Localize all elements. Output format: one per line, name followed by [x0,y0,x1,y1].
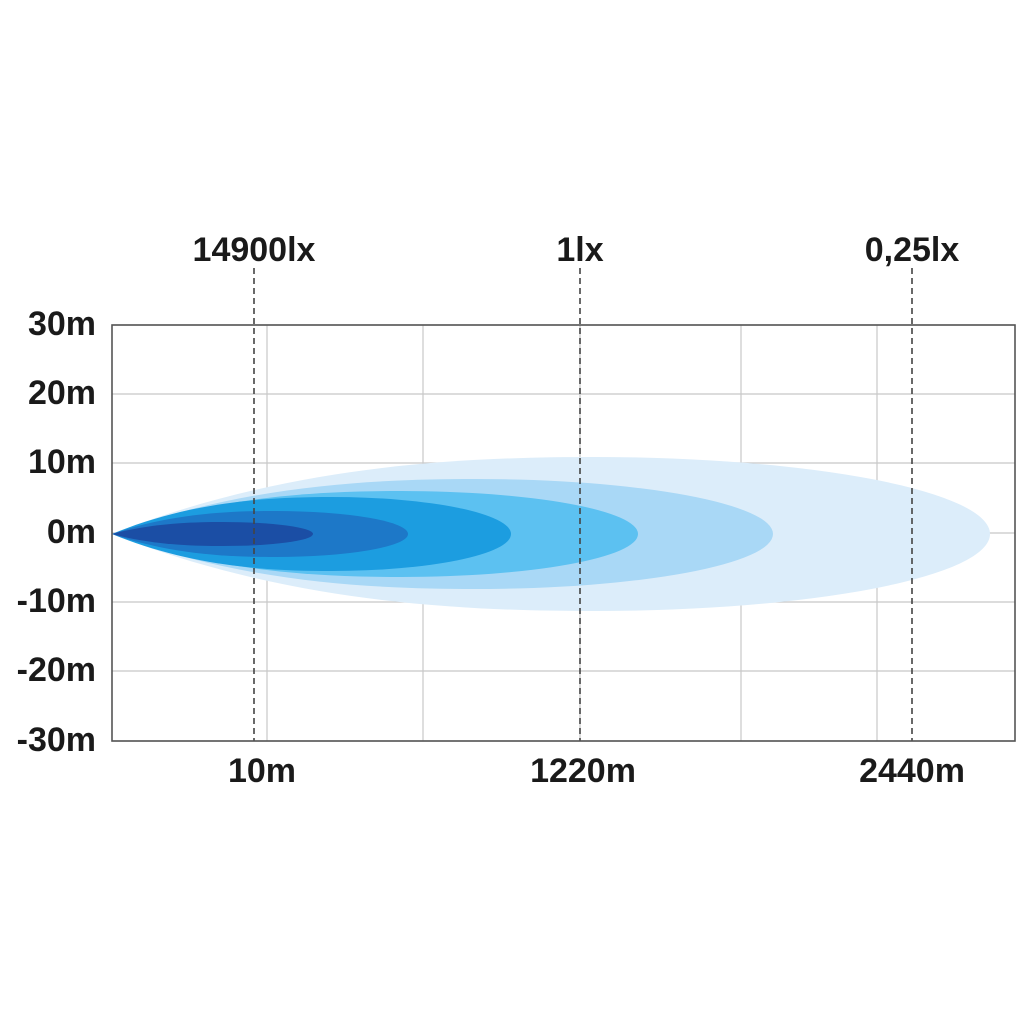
x-axis-label: 1220m [530,752,636,790]
y-axis-label: 10m [28,443,96,481]
y-axis-label: 20m [28,374,96,412]
y-axis-label: -30m [17,721,96,759]
y-axis-label: -10m [17,582,96,620]
y-axis-label: 0m [47,513,96,551]
illuminance-label: 1lx [556,231,603,269]
illuminance-label: 14900lx [193,231,316,269]
illuminance-label: 0,25lx [865,231,960,269]
labels: 14900lx 1lx 0,25lx 30m 20m 10m 0m -10m -20m -30m 1… [17,231,965,790]
illuminance-markers [253,268,913,741]
x-axis-label: 2440m [859,752,965,790]
plot-frame [111,324,1016,742]
beam-pattern [112,457,991,611]
x-axis-label: 10m [228,752,296,790]
y-axis-label: 30m [28,305,96,343]
beam-zone [112,522,313,546]
y-axis-label: -20m [17,651,96,689]
